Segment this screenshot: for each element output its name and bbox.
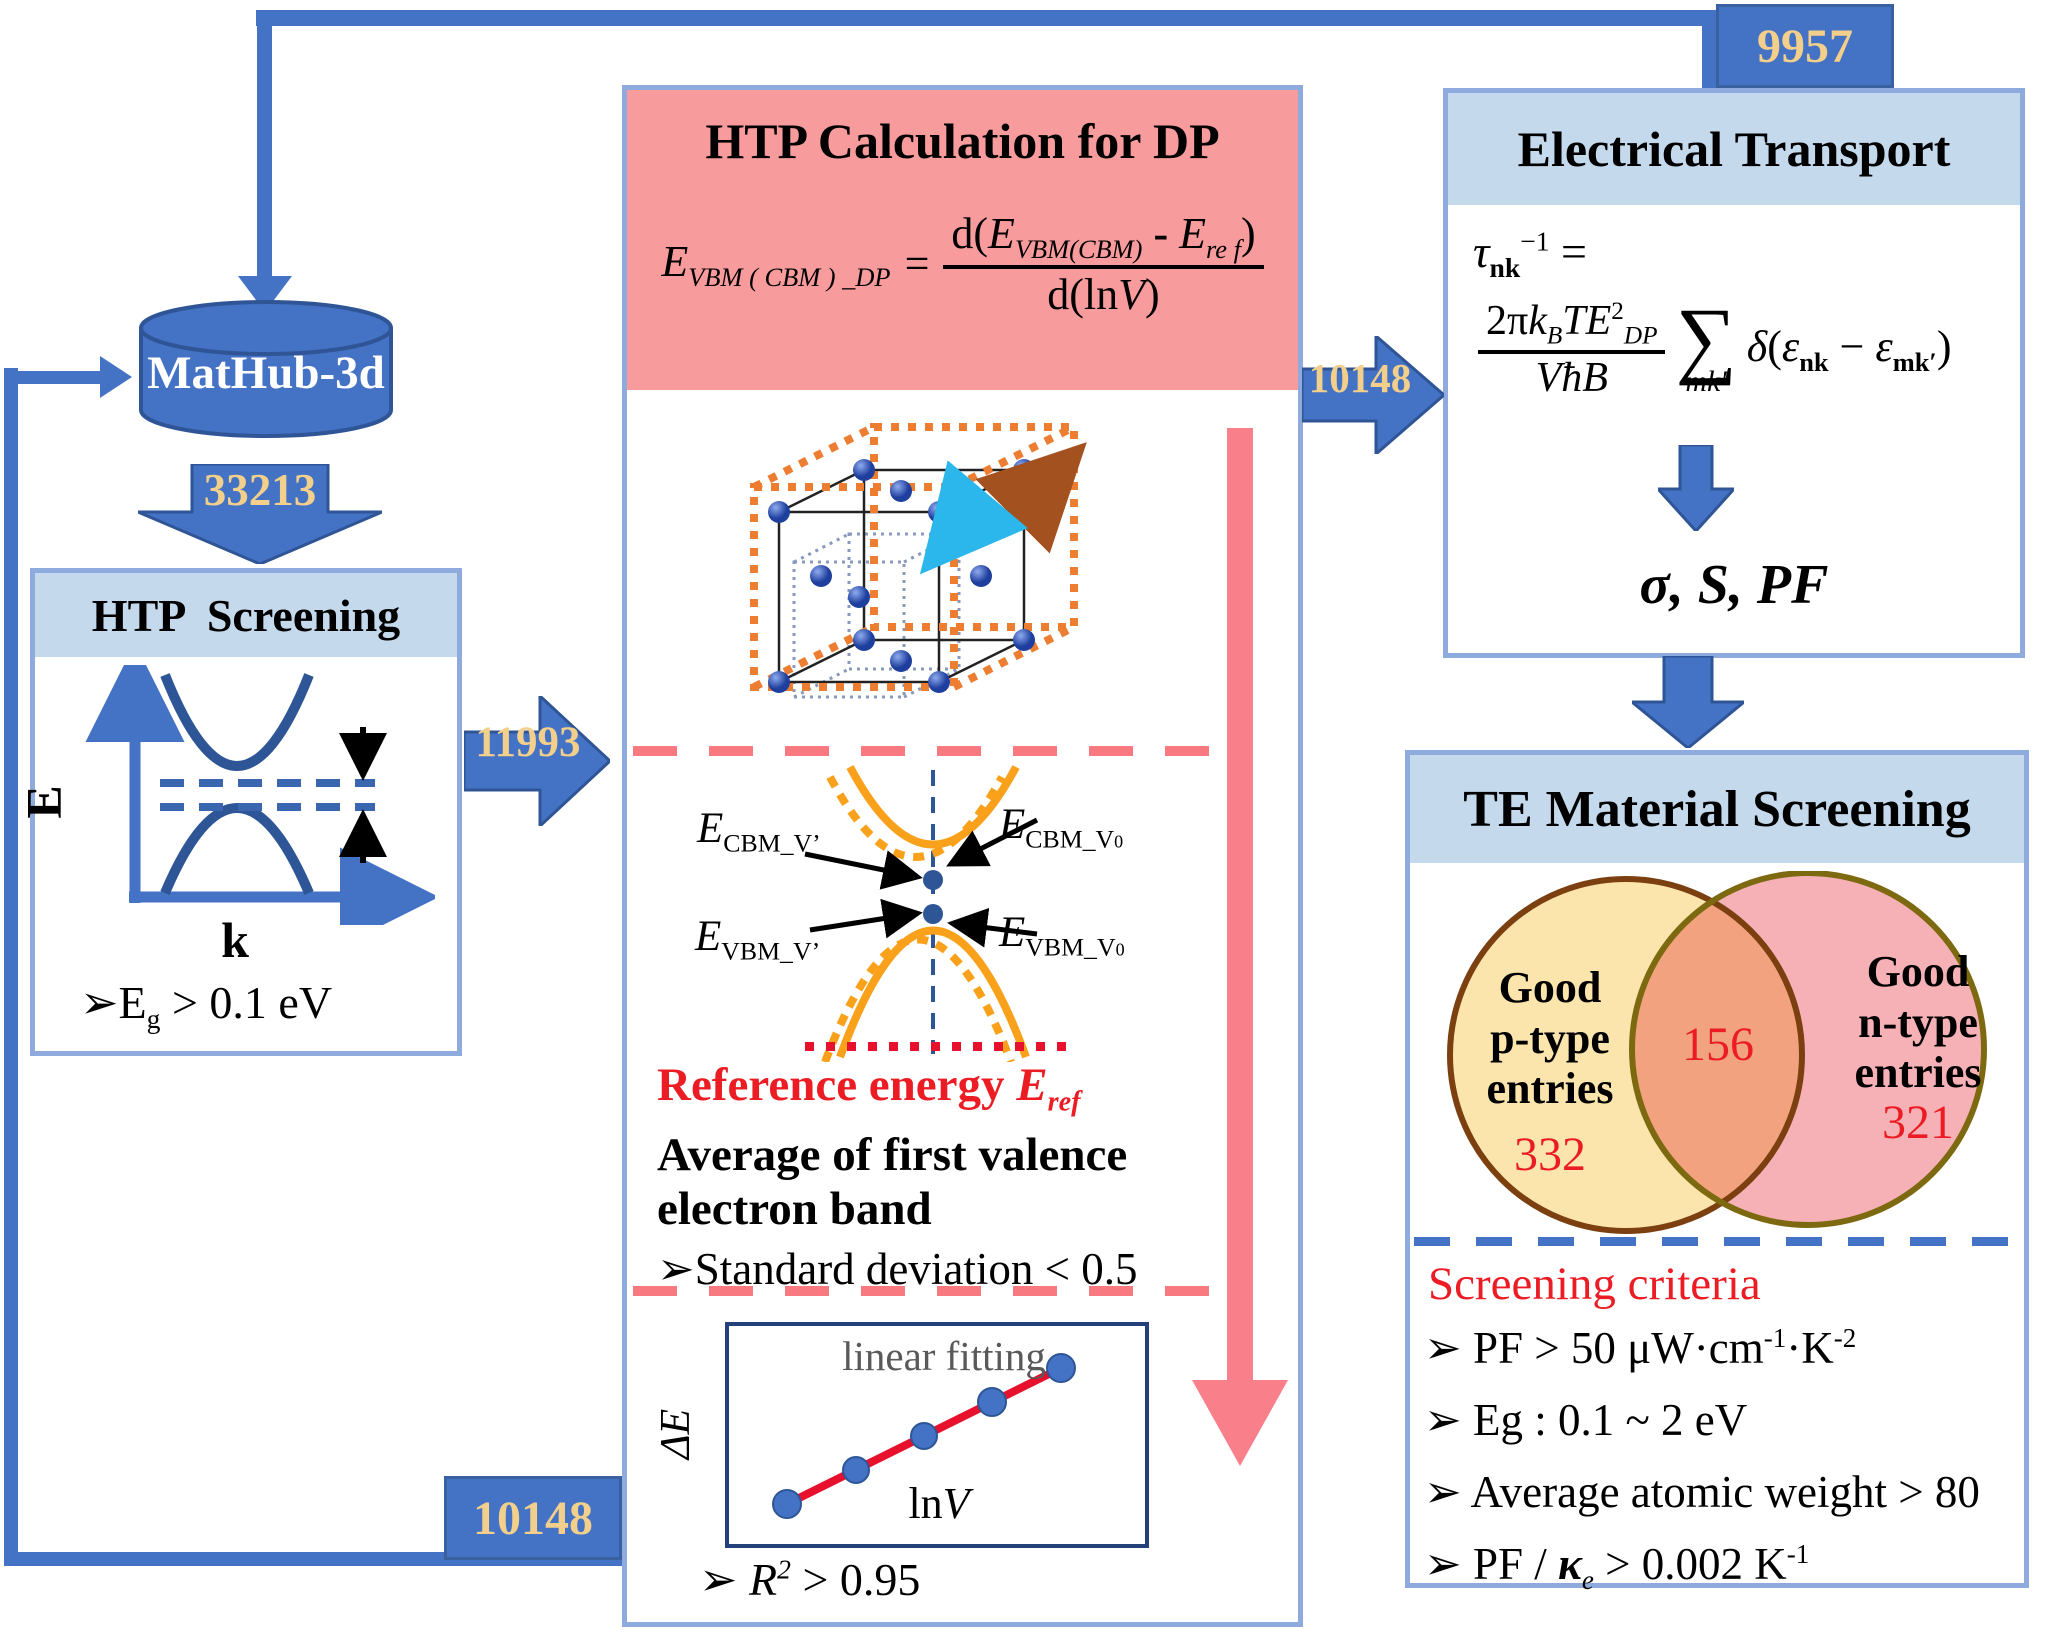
- htp-screening-title: HTP Screening: [35, 573, 457, 657]
- database-label: MatHub-3d: [147, 347, 385, 399]
- label-evbm-vprime: EVBM_V’: [695, 913, 821, 966]
- dp-equation-numerator: d(EVBM(CBM) - Ere f): [943, 208, 1264, 269]
- count-9957: 9957: [1757, 19, 1853, 73]
- data-points: [772, 1353, 1076, 1519]
- feedback-top-horizontal: [4, 371, 102, 384]
- compression-arrow: [919, 460, 1028, 575]
- electrical-transport-box: Electrical Transport τnk−1 = 2πkBTE2DP V…: [1443, 88, 2025, 658]
- criteria-title: Screening criteria: [1428, 1258, 1761, 1310]
- electrical-transport-title: Electrical Transport: [1448, 93, 2020, 205]
- sum-symbol: ∑: [1675, 290, 1737, 387]
- venn-left-label: Good p-type entries: [1486, 963, 1614, 1114]
- count-badge-9957: 9957: [1716, 4, 1894, 88]
- sum-under: mk′: [1685, 364, 1727, 398]
- vbm-shifted-curve: [821, 935, 1015, 1062]
- htp-screening-box: HTP Screening E k ➢Eg > 0.1 eV: [16, 568, 462, 1056]
- std-deviation-criterion: ➢Standard deviation < 0.5: [657, 1244, 1138, 1294]
- tau-equation-lhs: τnk−1 =: [1473, 225, 1587, 284]
- venn-right-count: 321: [1882, 1096, 1954, 1149]
- count-11993: 11993: [475, 719, 581, 766]
- te-screening-title: TE Material Screening: [1410, 755, 2024, 863]
- transport-outputs: σ, S, PF: [1639, 554, 1829, 616]
- section-divider-1: [633, 746, 1245, 756]
- criterion-pf: ➢ PF > 50 μW·cm-1·K-2: [1424, 1323, 1857, 1373]
- feedback-left-vertical: [4, 368, 18, 1560]
- count-33213: 33213: [203, 465, 317, 515]
- criterion-atomic-weight: ➢ Average atomic weight > 80: [1424, 1467, 1980, 1517]
- venn-diagram: [1447, 871, 1987, 1234]
- label-evbm-v0: EVBM_V0: [999, 909, 1125, 962]
- linear-fitting-plot: linear fitting lnV: [725, 1322, 1149, 1548]
- feedback-arrowhead: [100, 356, 132, 398]
- venn-overlap-region: [1632, 879, 1802, 1225]
- count-10148-mid: 10148: [1308, 355, 1412, 401]
- plot-y-label: ΔE: [653, 1408, 700, 1460]
- vbm-curve: [836, 926, 1030, 1059]
- venn-right-label: Good n-type entries: [1854, 947, 1982, 1098]
- process-flow-arrow: [1192, 428, 1288, 1466]
- section-divider-2: [633, 1286, 1245, 1296]
- atoms: [768, 459, 1035, 693]
- linear-fitting-annotation: linear fitting: [842, 1333, 1046, 1379]
- count-badge-10148-loop: 10148: [444, 1476, 622, 1560]
- criteria-divider: [1414, 1237, 2020, 1246]
- top-connector-horizontal: [256, 10, 1718, 26]
- dp-equation-denominator: d(lnV): [1047, 269, 1160, 319]
- arrow-to-outputs: [1658, 445, 1734, 531]
- htp-calc-title: HTP Calculation for DP: [705, 113, 1220, 169]
- arrow-screening-to-calc: [464, 696, 610, 826]
- plot-x-label: lnV: [908, 1479, 970, 1528]
- htp-calc-header: HTP Calculation for DP EVBM ( CBM ) _DP …: [627, 90, 1298, 390]
- band-edge-diagram: [804, 765, 1039, 1062]
- reference-energy-label: Reference energy Eref: [657, 1059, 1081, 1118]
- dp-equation: EVBM ( CBM ) _DP = d(EVBM(CBM) - Ere f) …: [627, 208, 1298, 320]
- delta-term: δ(εnk − εmk′): [1746, 322, 1952, 378]
- vbm-point: [923, 904, 943, 924]
- criteria-list: ➢ PF > 50 μW·cm-1·K-2 ➢ Eg : 0.1 ~ 2 eV …: [1424, 1321, 1980, 1615]
- tau-denominator: VħB: [1535, 355, 1608, 402]
- dp-equation-fraction: d(EVBM(CBM) - Ere f) d(lnV): [943, 208, 1264, 320]
- arrow-db-to-screening: [138, 464, 382, 564]
- cbm-curve: [846, 765, 1020, 849]
- venn-overlap-count: 156: [1682, 1018, 1754, 1071]
- tau-fraction: 2πkBTE2DP VħB: [1478, 297, 1666, 402]
- band-gap-ek-diagram: [85, 665, 435, 925]
- reference-energy-dotted-line: [805, 1042, 1067, 1051]
- sum-block: ∑ mk′: [1675, 290, 1737, 398]
- te-screening-box: TE Material Screening Good p-type entrie…: [1405, 750, 2029, 1595]
- label-ecbm-v0: ECBM_V0: [999, 801, 1124, 854]
- dp-equation-lhs: EVBM ( CBM ) _DP: [661, 236, 891, 292]
- top-connector-vertical-left: [257, 10, 272, 278]
- dp-equation-equals: =: [904, 239, 930, 289]
- crystal-structure-illustration: [750, 423, 1087, 699]
- arrow-calc-to-transport: [1302, 336, 1444, 454]
- venn-left-count: 332: [1514, 1128, 1586, 1181]
- tau-equation-rhs: 2πkBTE2DP VħB ∑ mk′ δ(εnk − εmk′): [1478, 290, 1952, 402]
- cbm-point: [923, 870, 943, 890]
- r2-criterion: ➢ R2 > 0.95: [699, 1553, 921, 1605]
- expansion-arrow: [975, 442, 1087, 554]
- eg-criterion: ➢Eg > 0.1 eV: [80, 977, 333, 1035]
- ek-y-axis-label: E: [15, 785, 72, 819]
- average-band-text: Average of first valence electron band: [657, 1129, 1128, 1236]
- label-ecbm-vprime: ECBM_V’: [697, 805, 821, 858]
- htp-calc-box: HTP Calculation for DP EVBM ( CBM ) _DP …: [622, 85, 1303, 1627]
- arrow-transport-to-te: [1632, 656, 1744, 748]
- count-10148-loop: 10148: [473, 1491, 593, 1545]
- tau-numerator: 2πkBTE2DP: [1478, 297, 1666, 355]
- criterion-pf-kappa: ➢ PF / κe > 0.002 K-1: [1424, 1539, 1810, 1595]
- ek-x-axis-label: k: [221, 912, 249, 968]
- top-connector-vertical-right: [1702, 10, 1718, 90]
- database-cylinder-icon: [139, 300, 393, 438]
- linear-fitting-chart: [772, 1353, 1076, 1519]
- criterion-eg: ➢ Eg : 0.1 ~ 2 eV: [1424, 1395, 1748, 1445]
- compressed-cell-cube: [792, 532, 961, 699]
